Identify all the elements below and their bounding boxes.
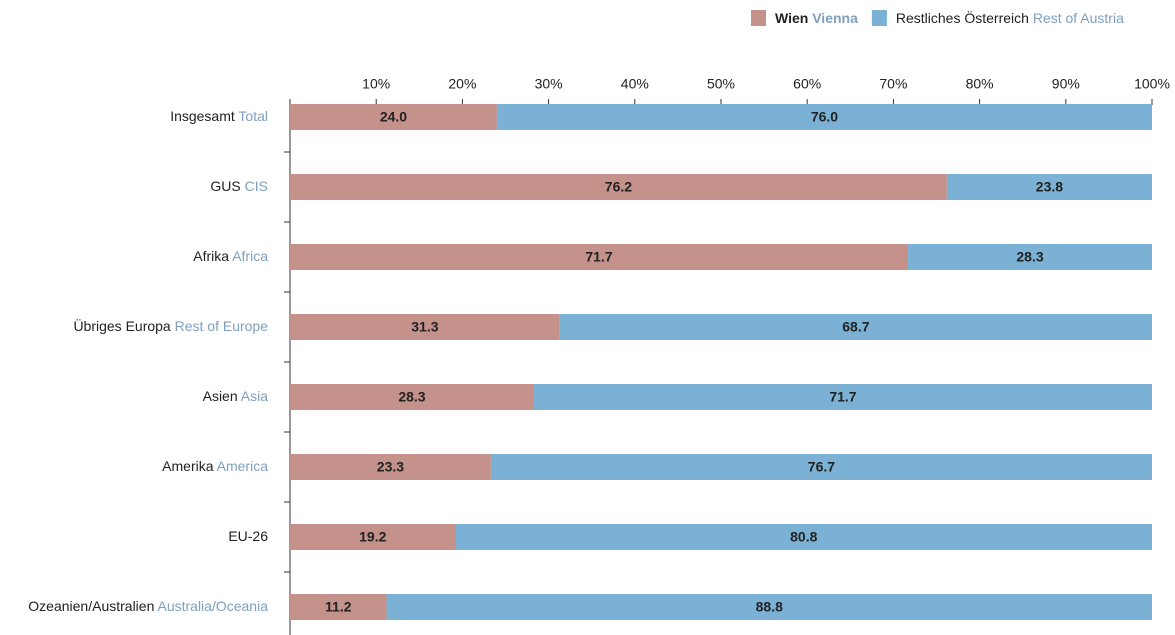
y-tick-label: Afrika Africa <box>193 248 268 264</box>
value-label: 23.3 <box>377 459 404 475</box>
legend-name-en: Rest of Austria <box>1033 10 1124 26</box>
value-label: 71.7 <box>585 249 612 265</box>
legend-swatch <box>871 10 887 26</box>
category-de: Ozeanien/Australien <box>28 598 154 614</box>
legend-name-de: Restliches Österreich <box>896 9 1029 26</box>
legend-swatch <box>751 10 766 26</box>
y-tick-label: Amerika America <box>162 458 268 474</box>
category-de: EU-26 <box>228 528 268 544</box>
bar-segment <box>290 524 456 550</box>
category-en: America <box>217 458 269 474</box>
bar-segment <box>559 314 1152 340</box>
x-tick-label: 50% <box>707 76 735 92</box>
value-label: 31.3 <box>411 319 438 335</box>
category-de: Asien <box>203 388 238 404</box>
category-de: GUS <box>210 178 240 194</box>
x-tick-label: 30% <box>535 76 563 92</box>
bar-segment <box>290 104 497 130</box>
legend-name-de: Wien <box>775 10 808 26</box>
category-de: Afrika <box>193 248 229 264</box>
category-en: Total <box>238 108 268 124</box>
value-label: 76.0 <box>811 109 838 125</box>
bar-segment <box>290 384 534 410</box>
category-en: Africa <box>232 248 268 264</box>
value-label: 28.3 <box>1016 249 1043 265</box>
x-tick-label: 40% <box>621 76 649 92</box>
x-tick-label: 100% <box>1134 76 1170 92</box>
bar-segment <box>946 174 1152 200</box>
category-en: CIS <box>245 178 268 194</box>
category-de: Übriges Europa <box>73 317 170 334</box>
value-label: 19.2 <box>359 529 386 545</box>
y-tick-label: Insgesamt Total <box>170 108 268 124</box>
bar-segment <box>386 594 1152 620</box>
value-label: 88.8 <box>756 599 783 615</box>
x-tick-label: 70% <box>879 76 907 92</box>
bar-segment <box>290 594 387 620</box>
y-tick-label: EU-26 <box>228 528 268 544</box>
y-tick-label: Übriges Europa Rest of Europe <box>73 317 268 334</box>
legend-name-en: Vienna <box>812 10 858 26</box>
category-de: Insgesamt <box>170 108 235 124</box>
legend-label: Wien Vienna <box>775 10 858 26</box>
x-tick-label: 90% <box>1052 76 1080 92</box>
x-tick-label: 80% <box>966 76 994 92</box>
bar-segment <box>290 314 560 340</box>
value-label: 11.2 <box>325 599 352 615</box>
x-tick-label: 60% <box>793 76 821 92</box>
value-label: 71.7 <box>829 389 856 405</box>
bar-segment <box>908 244 1152 270</box>
x-tick-label: 20% <box>448 76 476 92</box>
legend-label: Restliches Österreich Rest of Austria <box>896 9 1124 26</box>
category-en: Australia/Oceania <box>157 598 268 614</box>
bar-segment <box>455 524 1152 550</box>
bar-segment <box>290 244 909 270</box>
bar-segment <box>490 454 1152 480</box>
value-label: 76.2 <box>605 179 632 195</box>
category-en: Asia <box>241 388 268 404</box>
bar-segment <box>290 174 947 200</box>
y-tick-label: GUS CIS <box>210 178 268 194</box>
bar-segment <box>533 384 1152 410</box>
category-en: Rest of Europe <box>175 318 269 334</box>
bar-segment <box>290 454 491 480</box>
value-label: 28.3 <box>398 389 425 405</box>
value-label: 80.8 <box>790 529 817 545</box>
x-tick-label: 10% <box>362 76 390 92</box>
value-label: 76.7 <box>808 459 835 475</box>
y-tick-label: Ozeanien/Australien Australia/Oceania <box>28 598 268 614</box>
value-label: 24.0 <box>380 109 407 125</box>
value-label: 68.7 <box>842 319 869 335</box>
value-label: 23.8 <box>1036 179 1063 195</box>
bar-segment <box>496 104 1152 130</box>
y-tick-label: Asien Asia <box>203 388 269 404</box>
category-de: Amerika <box>162 458 214 474</box>
